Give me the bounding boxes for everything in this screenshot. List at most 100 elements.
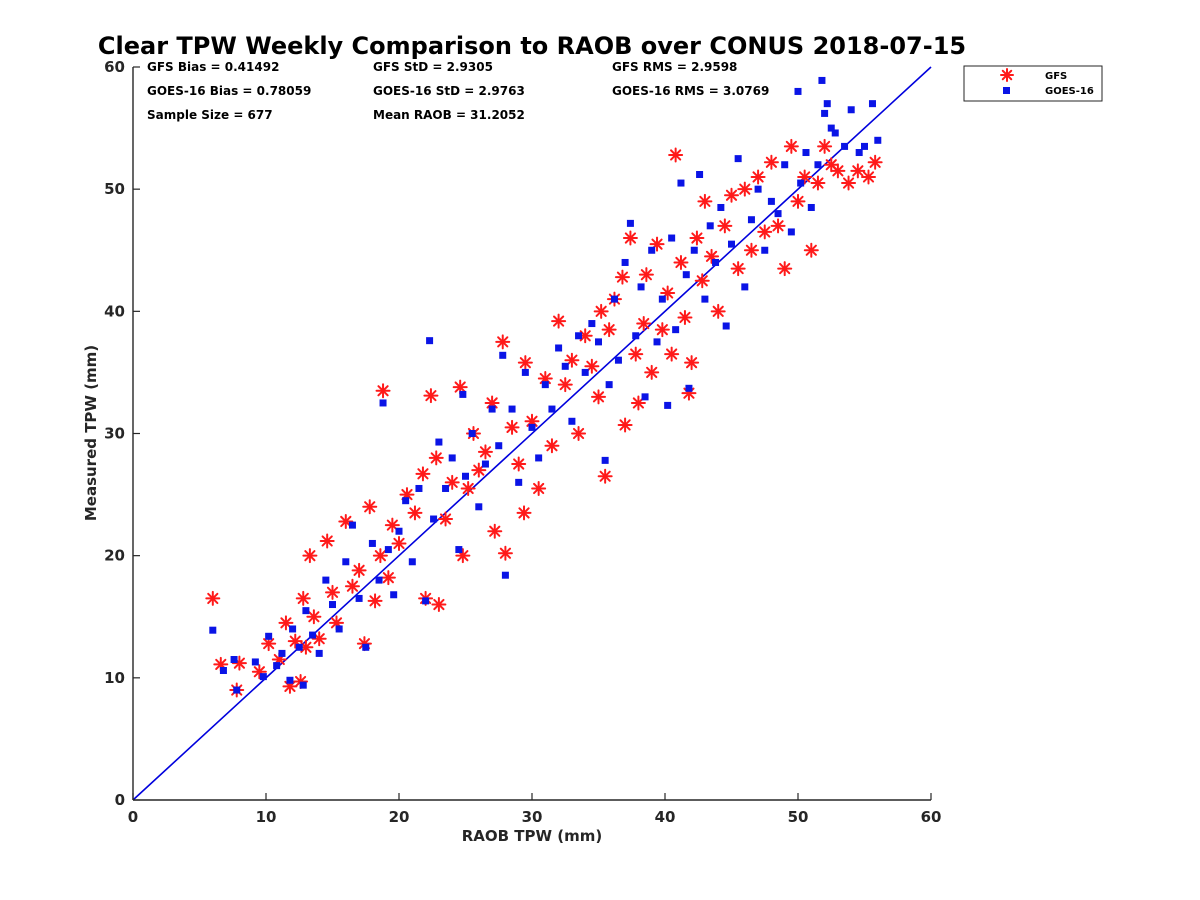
goes-16-point — [722, 322, 730, 330]
goes-16-point — [677, 179, 685, 187]
gfs-point — [730, 261, 746, 277]
goes-16-point — [568, 417, 576, 425]
plot-area — [132, 66, 932, 801]
gfs-point — [597, 468, 613, 484]
gfs-point — [841, 175, 857, 191]
gfs-point — [638, 267, 654, 283]
gfs-rms-stat: GFS RMS = 2.9598 — [612, 60, 737, 74]
goes-16-point — [362, 643, 370, 651]
gfs-point — [384, 517, 400, 533]
gfs-point — [504, 419, 520, 435]
goes-16-point — [588, 320, 596, 328]
legend: GFS GOES-16 — [963, 65, 1103, 102]
goes-16-point — [637, 283, 645, 291]
legend-goes-label: GOES-16 — [1045, 86, 1094, 97]
goes-16-point — [794, 87, 802, 95]
goes-16-point — [322, 576, 330, 584]
gfs-point — [344, 578, 360, 594]
gfs-point — [477, 444, 493, 460]
chart-title: Clear TPW Weekly Comparison to RAOB over… — [98, 32, 966, 60]
goes-16-point — [595, 338, 602, 346]
goes-16-point — [426, 337, 434, 345]
legend-gfs-asterisk — [1000, 68, 1014, 82]
goes-16-point — [664, 401, 672, 409]
y-tick-label: 0 — [115, 791, 125, 809]
goes-16-point — [797, 179, 805, 187]
gfs-point — [689, 230, 705, 246]
goes-16-point — [626, 219, 634, 227]
goes-16-point — [685, 384, 693, 392]
goes-16-point — [422, 597, 430, 605]
goes-16-point — [395, 527, 403, 535]
legend-gfs-label: GFS — [1045, 71, 1067, 82]
goes-16-point — [265, 632, 273, 640]
gfs-point — [557, 377, 573, 393]
goes-16-point — [415, 484, 423, 492]
goes-16-point — [289, 625, 297, 633]
goes-16-point — [448, 454, 456, 462]
goes-16-point — [741, 283, 749, 291]
gfs-point — [668, 147, 684, 163]
goes-16-point — [712, 258, 720, 266]
gfs-point — [325, 584, 340, 600]
gfs-point — [817, 138, 833, 154]
gfs-point — [205, 590, 221, 606]
y-tick-label: 20 — [104, 547, 125, 565]
goes-16-point — [774, 210, 782, 218]
goes-16-point — [488, 405, 496, 413]
gfs-point — [850, 163, 866, 179]
gfs-point — [306, 609, 322, 625]
gfs-point — [724, 187, 739, 203]
gfs-point — [517, 355, 533, 371]
goes-16-point — [209, 626, 217, 634]
gfs-point — [684, 355, 700, 371]
y-tick-label: 40 — [104, 302, 125, 320]
goes-16-point — [841, 142, 849, 150]
gfs-point — [750, 169, 766, 185]
gfs-point — [763, 154, 779, 170]
goes-16-point — [575, 332, 583, 340]
gfs-point — [380, 570, 396, 586]
goes-16-point — [348, 521, 356, 529]
goes-std-stat: GOES-16 StD = 2.9763 — [373, 84, 525, 98]
goes-16-point — [368, 539, 376, 547]
gfs-point — [338, 513, 354, 529]
goes-16-series — [209, 76, 882, 694]
goes-16-point — [807, 203, 815, 211]
gfs-point — [694, 273, 710, 289]
goes-16-point — [827, 124, 835, 132]
gfs-point — [551, 313, 567, 329]
y-tick-label: 50 — [104, 180, 125, 198]
goes-16-point — [375, 576, 383, 584]
goes-16-point — [459, 390, 467, 398]
goes-16-point — [648, 246, 656, 254]
goes-16-point — [861, 142, 868, 150]
goes-16-point — [668, 234, 676, 242]
gfs-point — [511, 456, 527, 472]
gfs-point — [544, 438, 560, 454]
goes-16-point — [335, 625, 343, 633]
goes-16-point — [528, 423, 536, 431]
goes-16-point — [384, 546, 392, 554]
x-tick-label: 50 — [788, 808, 809, 826]
gfs-point — [407, 505, 423, 521]
gfs-point — [460, 480, 476, 496]
goes-16-point — [831, 129, 839, 137]
gfs-bias-stat: GFS Bias = 0.41492 — [147, 60, 279, 74]
goes-16-point — [672, 326, 680, 334]
goes-16-point — [233, 686, 241, 694]
goes-16-point — [475, 503, 483, 511]
x-tick-label: 40 — [655, 808, 676, 826]
gfs-point — [444, 474, 460, 490]
gfs-point — [497, 545, 513, 561]
legend-box — [963, 65, 1103, 102]
goes-bias-stat: GOES-16 Bias = 0.78059 — [147, 84, 311, 98]
goes-16-point — [435, 438, 443, 446]
sample-size-stat: Sample Size = 677 — [147, 108, 273, 122]
goes-16-point — [548, 405, 556, 413]
goes-16-point — [701, 295, 709, 303]
gfs-point — [362, 499, 378, 515]
gfs-point — [584, 358, 600, 374]
goes-16-point — [610, 295, 618, 303]
